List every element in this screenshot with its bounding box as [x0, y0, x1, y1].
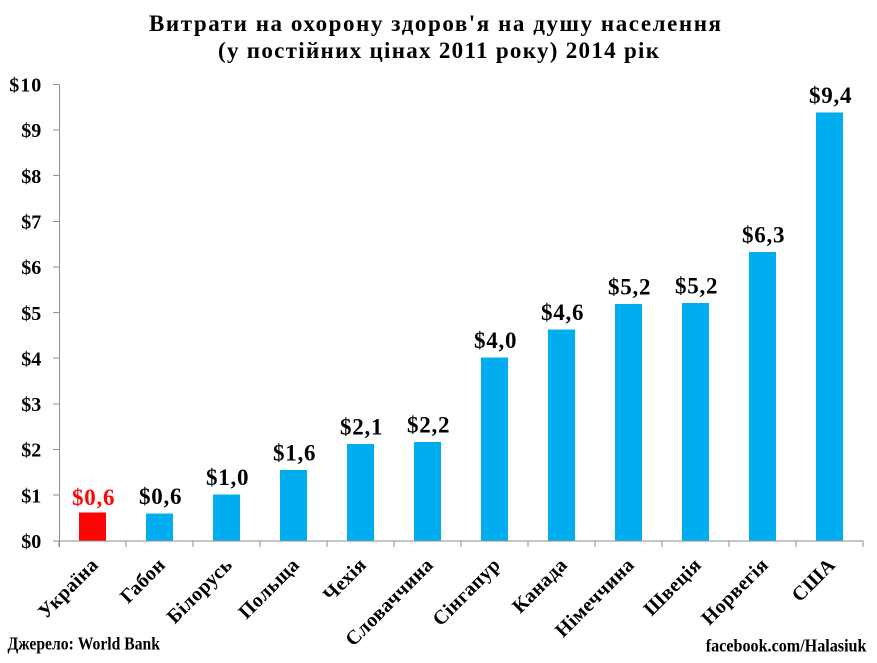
svg-text:$9: $9 — [21, 120, 41, 142]
svg-text:$1: $1 — [21, 485, 41, 507]
svg-text:facebook.com/Halasiuk: facebook.com/Halasiuk — [706, 636, 867, 656]
svg-text:$5,2: $5,2 — [675, 274, 718, 299]
svg-text:(у постійних цінах 2011 року): (у постійних цінах 2011 року) 2014 рік — [218, 38, 660, 63]
svg-text:$6,3: $6,3 — [742, 223, 785, 248]
svg-text:$2,1: $2,1 — [340, 415, 383, 440]
svg-text:$4: $4 — [21, 348, 41, 370]
svg-text:$9,4: $9,4 — [809, 83, 852, 108]
svg-text:$0,6: $0,6 — [72, 485, 115, 510]
svg-text:$0,6: $0,6 — [139, 484, 182, 509]
svg-text:$8: $8 — [21, 166, 41, 188]
svg-text:$6: $6 — [21, 257, 41, 279]
svg-text:$4,6: $4,6 — [541, 300, 584, 325]
svg-text:$2,2: $2,2 — [407, 412, 450, 437]
svg-text:$10: $10 — [9, 75, 41, 97]
svg-text:$1,6: $1,6 — [273, 440, 316, 465]
svg-text:Витрати на охорону здоров'я на: Витрати на охорону здоров'я на душу насе… — [149, 11, 721, 36]
svg-text:$0: $0 — [21, 531, 41, 553]
svg-text:$7: $7 — [21, 212, 41, 234]
svg-text:$5: $5 — [21, 303, 41, 325]
svg-text:$2: $2 — [21, 440, 41, 462]
svg-text:$4,0: $4,0 — [474, 328, 517, 353]
svg-text:Джерело: World Bank: Джерело: World Bank — [8, 634, 161, 654]
svg-text:$3: $3 — [21, 394, 41, 416]
svg-text:$5,2: $5,2 — [608, 275, 651, 300]
svg-text:$1,0: $1,0 — [206, 465, 249, 490]
